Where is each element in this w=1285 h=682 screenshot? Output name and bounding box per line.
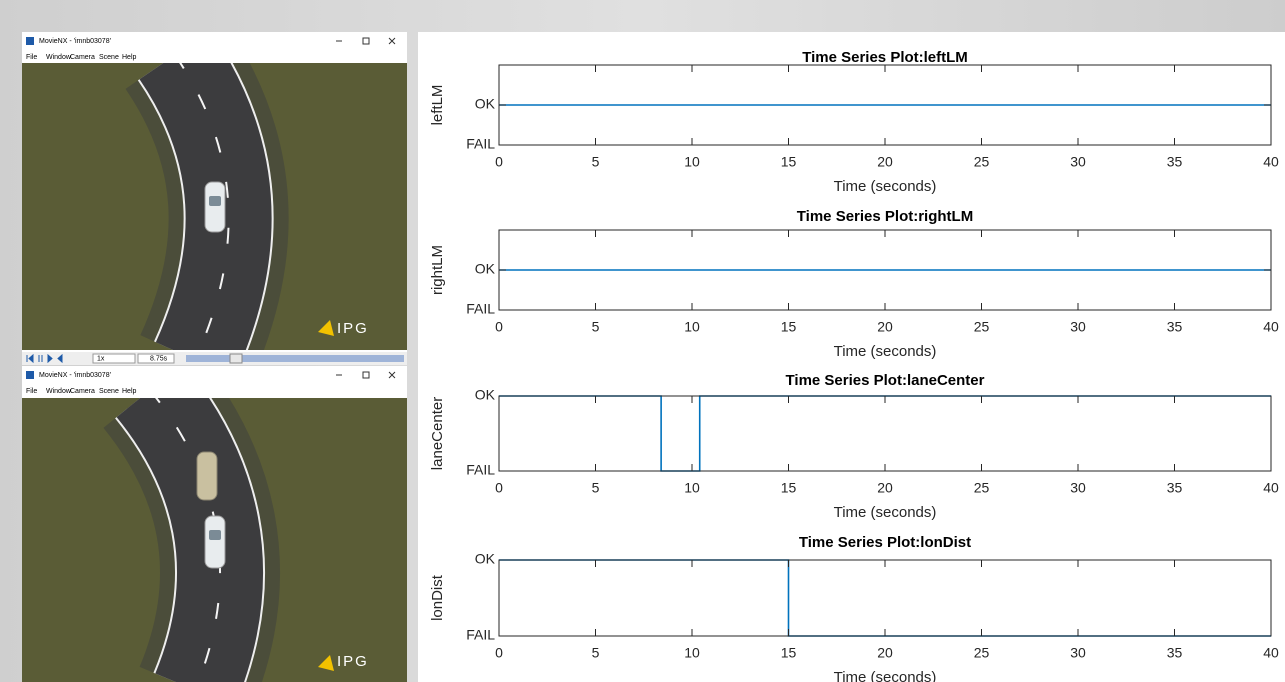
x-tick-label: 0	[495, 154, 503, 170]
x-tick-label: 35	[1167, 154, 1183, 170]
y-axis-label: lonDist	[429, 574, 446, 621]
x-tick-label: 20	[877, 154, 893, 170]
menu-item[interactable]: File	[26, 54, 37, 61]
menu-item[interactable]: Scene	[99, 388, 119, 395]
x-tick-label: 30	[1070, 319, 1086, 335]
y-tick-label: FAIL	[466, 301, 495, 317]
car	[197, 452, 217, 500]
movie-window: MovieNX - 'imnb03078' File Window Camera…	[22, 32, 407, 365]
x-tick-label: 20	[877, 480, 893, 496]
window-title: MovieNX - 'imnb03078'	[39, 38, 111, 45]
menu-item[interactable]: Camera	[70, 54, 95, 61]
x-tick-label: 20	[877, 645, 893, 661]
window-title: MovieNX - 'imnb03078'	[39, 372, 111, 379]
y-tick-label: FAIL	[466, 462, 495, 478]
x-tick-label: 35	[1167, 319, 1183, 335]
app-icon	[26, 37, 34, 45]
time: 8.75s	[150, 355, 168, 362]
y-tick-label: OK	[475, 387, 496, 403]
car	[205, 516, 225, 568]
x-tick-label: 25	[974, 480, 990, 496]
car-window	[209, 530, 221, 540]
x-tick-label: 5	[592, 154, 600, 170]
x-tick-label: 20	[877, 319, 893, 335]
y-axis-label: leftLM	[429, 85, 446, 126]
x-tick-label: 0	[495, 480, 503, 496]
x-tick-label: 0	[495, 319, 503, 335]
x-tick-label: 30	[1070, 154, 1086, 170]
x-tick-label: 15	[781, 154, 797, 170]
menu-item[interactable]: Camera	[70, 388, 95, 395]
menu-item[interactable]: Help	[122, 54, 137, 61]
car	[205, 182, 225, 232]
x-tick-label: 30	[1070, 480, 1086, 496]
logo-text: IPG	[337, 320, 369, 337]
x-tick-label: 25	[974, 154, 990, 170]
x-tick-label: 0	[495, 645, 503, 661]
movie-window: MovieNX - 'imnb03078' File Window Camera…	[22, 366, 407, 682]
y-tick-label: FAIL	[466, 136, 495, 152]
menu-item[interactable]: File	[26, 388, 37, 395]
x-tick-label: 5	[592, 319, 600, 335]
plot-title: Time Series Plot:laneCenter	[786, 372, 985, 389]
y-tick-label: FAIL	[466, 627, 495, 643]
x-axis-label: Time (seconds)	[834, 343, 937, 360]
x-tick-label: 10	[684, 480, 700, 496]
x-tick-label: 15	[781, 319, 797, 335]
x-tick-label: 10	[684, 645, 700, 661]
x-tick-label: 35	[1167, 480, 1183, 496]
screen: MovieNX - 'imnb03078' File Window Camera…	[0, 0, 1285, 682]
x-tick-label: 10	[684, 319, 700, 335]
x-tick-label: 10	[684, 154, 700, 170]
page: MovieNX - 'imnb03078' File Window Camera…	[0, 0, 1285, 682]
menu-item[interactable]: Window	[46, 388, 72, 395]
car-window	[209, 196, 221, 206]
app-icon	[26, 371, 34, 379]
x-tick-label: 5	[592, 480, 600, 496]
x-tick-label: 5	[592, 645, 600, 661]
slider-thumb[interactable]	[230, 354, 242, 363]
x-axis-label: Time (seconds)	[834, 178, 937, 195]
scene: IPG	[22, 55, 407, 360]
x-axis-label: Time (seconds)	[834, 504, 937, 521]
x-tick-label: 25	[974, 319, 990, 335]
plot-title: Time Series Plot:leftLM	[802, 49, 968, 66]
x-tick-label: 40	[1263, 319, 1279, 335]
y-tick-label: OK	[475, 96, 496, 112]
scene: IPG	[22, 390, 407, 682]
x-tick-label: 25	[974, 645, 990, 661]
x-tick-label: 15	[781, 645, 797, 661]
speed: 1x	[97, 355, 105, 362]
menu-item[interactable]: Window	[46, 54, 72, 61]
x-axis-label: Time (seconds)	[834, 669, 937, 682]
y-tick-label: OK	[475, 261, 496, 277]
slider-track[interactable]	[186, 355, 404, 362]
logo-text: IPG	[337, 653, 369, 670]
y-axis-label: rightLM	[429, 245, 446, 295]
x-tick-label: 30	[1070, 645, 1086, 661]
x-tick-label: 40	[1263, 645, 1279, 661]
plot-title: Time Series Plot:lonDist	[799, 534, 971, 551]
y-axis-label: laneCenter	[429, 397, 446, 470]
menu-item[interactable]: Help	[122, 388, 137, 395]
x-tick-label: 15	[781, 480, 797, 496]
y-tick-label: OK	[475, 551, 496, 567]
x-tick-label: 40	[1263, 480, 1279, 496]
plot-title: Time Series Plot:rightLM	[797, 208, 973, 225]
x-tick-label: 35	[1167, 645, 1183, 661]
menu-item[interactable]: Scene	[99, 54, 119, 61]
x-tick-label: 40	[1263, 154, 1279, 170]
